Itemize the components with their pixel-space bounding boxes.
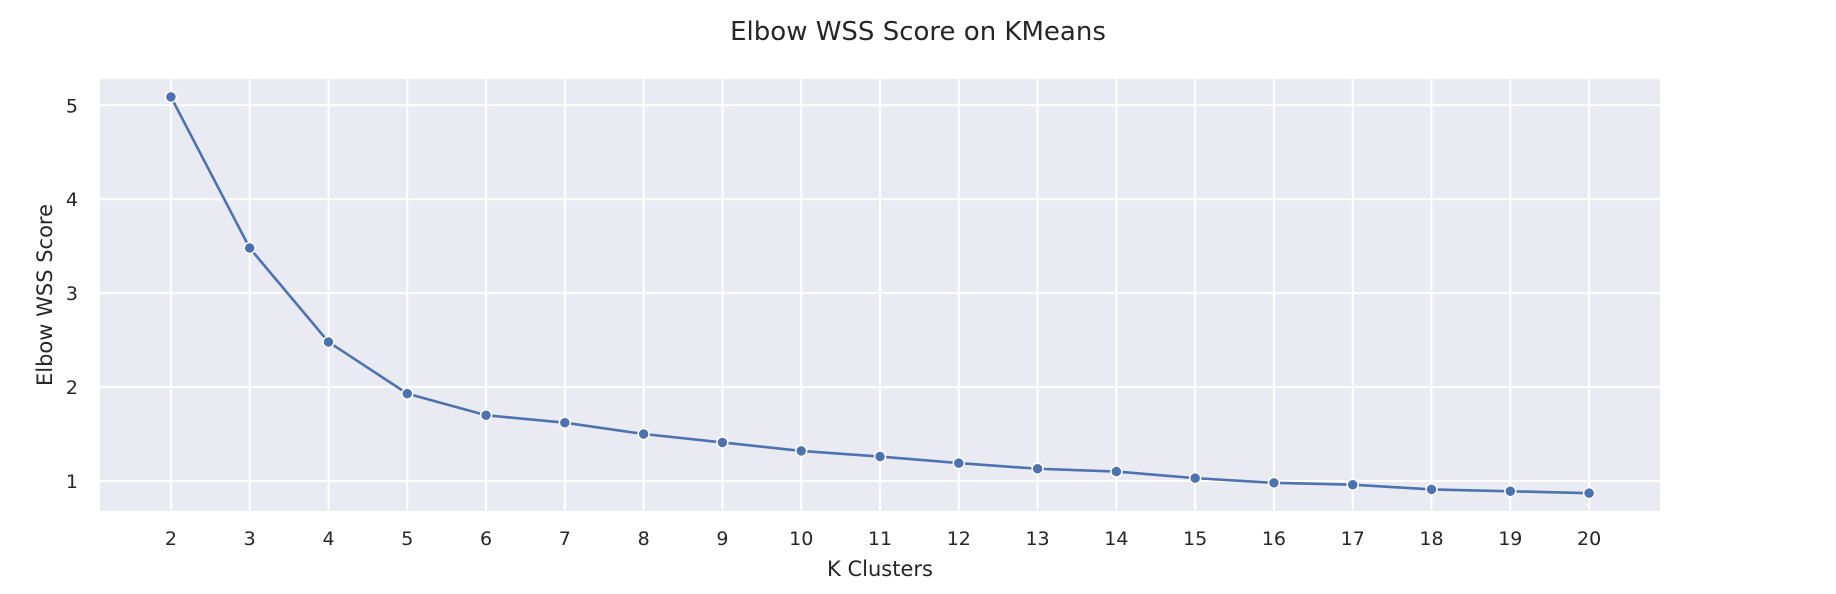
x-tick-label: 19	[1498, 528, 1522, 550]
data-point	[1582, 486, 1596, 500]
x-tick-label: 6	[480, 528, 492, 550]
y-tick-label: 5	[66, 95, 78, 117]
data-point	[1267, 476, 1281, 490]
data-point	[164, 90, 178, 104]
x-tick-label: 14	[1104, 528, 1128, 550]
x-tick-label: 10	[789, 528, 813, 550]
x-tick-label: 16	[1262, 528, 1286, 550]
x-axis-label: K Clusters	[827, 557, 933, 581]
x-tick-label: 2	[165, 528, 177, 550]
x-tick-label: 17	[1341, 528, 1365, 550]
series-layer	[164, 90, 1596, 500]
data-point	[1425, 483, 1438, 496]
data-point	[873, 450, 887, 463]
data-point	[558, 416, 572, 429]
data-point	[794, 444, 808, 458]
x-tick-label: 9	[716, 528, 728, 550]
data-point	[1504, 485, 1517, 498]
data-point	[637, 427, 650, 441]
x-tick-label: 7	[559, 528, 571, 550]
x-tick-labels: 2 3 4 5 6 7 8 9 10 11 12 13 14 15 16 17 18 19 20	[165, 528, 1601, 550]
grid-lines	[100, 79, 1660, 511]
chart-title: Elbow WSS Score on KMeans	[730, 17, 1106, 47]
data-point	[1346, 478, 1359, 491]
x-tick-label: 20	[1577, 528, 1601, 550]
x-tick-label: 5	[401, 528, 413, 550]
x-tick-label: 18	[1419, 528, 1443, 550]
data-point	[1110, 465, 1123, 478]
y-tick-labels: 1 2 3 4 5	[66, 95, 78, 493]
data-point	[1031, 462, 1044, 475]
y-tick-label: 3	[66, 283, 78, 305]
data-point	[716, 436, 729, 449]
data-point	[479, 408, 493, 422]
data-point	[1188, 471, 1202, 485]
x-tick-label: 4	[322, 528, 334, 550]
y-tick-label: 4	[66, 189, 78, 211]
data-point	[952, 456, 966, 470]
x-tick-label: 13	[1025, 528, 1049, 550]
data-point	[243, 241, 256, 255]
y-tick-label: 1	[66, 471, 78, 493]
x-tick-label: 15	[1183, 528, 1207, 550]
x-tick-label: 8	[638, 528, 650, 550]
data-point	[322, 335, 335, 349]
x-tick-label: 11	[868, 528, 892, 550]
y-axis-label: Elbow WSS Score	[33, 204, 57, 386]
x-tick-label: 3	[244, 528, 256, 550]
y-tick-label: 2	[66, 377, 78, 399]
data-point	[401, 387, 414, 400]
x-tick-label: 12	[947, 528, 971, 550]
